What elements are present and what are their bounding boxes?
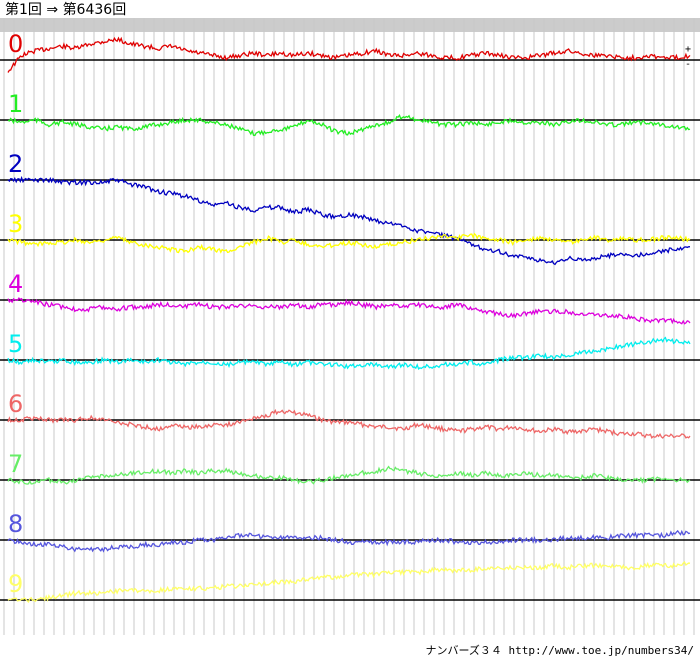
digit-label-7: 7 [8,450,23,478]
digit-label-2: 2 [8,150,23,178]
digit-label-3: 3 [8,210,23,238]
series-line-8 [7,529,691,553]
digit-label-9: 9 [8,570,23,598]
series-lines [7,36,691,603]
series-line-9 [7,560,691,603]
page-title: 第1回 ⇒ 第6436回 [3,2,129,18]
digit-labels: 0 1 2 3 4 5 6 7 8 9 [8,30,23,598]
series-line-4 [7,297,691,325]
digit-label-6: 6 [8,390,23,418]
series-line-6 [7,408,691,439]
baselines [0,59,700,601]
zoom-in-button[interactable]: + [684,44,692,55]
series-line-3 [7,232,691,254]
zoom-out-button[interactable]: - [684,59,692,70]
digit-label-8: 8 [8,510,23,538]
title-arrow: ⇒ [46,2,59,18]
digit-label-1: 1 [8,90,23,118]
footer-credit: ナンバーズ３４ http://www.toe.jp/numbers34/ [425,644,694,657]
series-line-5 [7,336,691,370]
series-line-2 [7,175,691,266]
series-line-1 [7,113,691,137]
grid [0,18,700,635]
digit-label-4: 4 [8,270,23,298]
series-line-0 [7,36,691,73]
title-from: 第1回 [5,2,42,18]
series-line-7 [7,465,691,485]
digit-label-0: 0 [8,30,23,58]
digit-label-5: 5 [8,330,23,358]
top-band [0,18,700,32]
title-to: 第6436回 [62,2,127,18]
